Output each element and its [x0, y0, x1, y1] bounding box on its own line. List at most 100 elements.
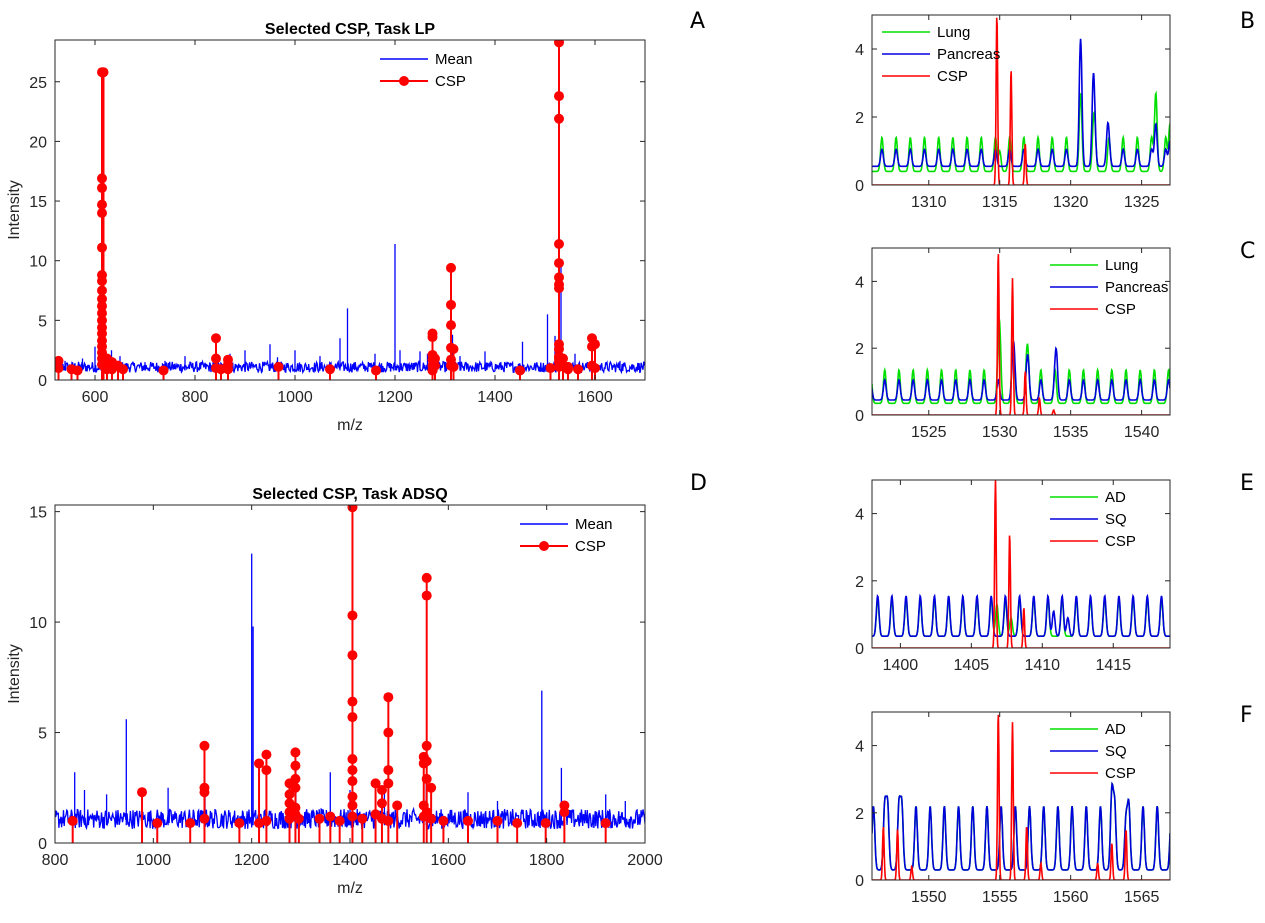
- y-tick-label: 10: [29, 615, 47, 632]
- csp-marker: [97, 207, 107, 218]
- y-tick-label: 15: [29, 194, 47, 211]
- csp-marker: [347, 791, 358, 802]
- csp-marker: [554, 91, 564, 102]
- csp-marker: [314, 813, 325, 824]
- legend: AD SQ CSP: [1050, 721, 1136, 782]
- csp-marker: [325, 811, 336, 822]
- legend-label: SQ: [1105, 743, 1127, 760]
- csp-marker: [347, 776, 358, 787]
- plot-content: [55, 40, 645, 380]
- csp-marker: [234, 818, 245, 829]
- csp-marker: [347, 505, 358, 513]
- legend-label: CSP: [1105, 301, 1136, 318]
- csp-marker: [590, 339, 600, 350]
- x-tick-label: 1535: [1053, 424, 1089, 441]
- y-tick-label: 2: [855, 341, 864, 358]
- x-tick-label: 1565: [1124, 889, 1160, 906]
- series-line-pancreas: [872, 38, 1170, 168]
- csp-marker: [261, 749, 272, 760]
- csp-marker: [430, 360, 440, 371]
- csp-marker: [334, 815, 345, 826]
- series-line-sq: [872, 593, 1170, 637]
- csp-marker: [540, 818, 551, 829]
- x-tick-label: 1540: [1124, 424, 1160, 441]
- csp-marker: [446, 262, 456, 273]
- y-tick-label: 5: [38, 726, 47, 743]
- x-tick-label: 1310: [911, 194, 947, 211]
- y-tick-label: 4: [855, 42, 864, 59]
- csp-marker: [137, 787, 148, 798]
- x-axis-label: m/z: [337, 880, 363, 897]
- csp-marker: [347, 754, 358, 765]
- csp-marker: [254, 758, 265, 769]
- legend: Mean CSP: [520, 516, 613, 555]
- csp-marker: [554, 343, 564, 354]
- legend-label: AD: [1105, 489, 1126, 506]
- y-tick-label: 15: [29, 505, 47, 522]
- x-tick-label: 1555: [982, 889, 1018, 906]
- csp-marker: [67, 815, 78, 826]
- y-axis-label: Intensity: [6, 180, 23, 240]
- legend-label: Pancreas: [937, 46, 1000, 63]
- chart-panel-d: 800 1000 1200 1400 1600 1800 2000 0 5 10 15 Selecte…: [6, 471, 707, 897]
- chart-title: Selected CSP, Task LP: [265, 21, 435, 38]
- csp-marker: [216, 364, 226, 375]
- csp-marker: [370, 778, 381, 789]
- csp-marker: [463, 815, 473, 826]
- csp-marker: [290, 760, 301, 771]
- plot-area: [872, 712, 1170, 880]
- csp-marker: [211, 353, 221, 364]
- axes-frame: [54, 39, 646, 381]
- x-tick-label: 1525: [911, 424, 947, 441]
- x-tick-label: 1000: [136, 852, 172, 869]
- plot-content: [872, 253, 1170, 415]
- legend-label: Mean: [575, 516, 613, 533]
- csp-marker: [357, 813, 368, 824]
- x-tick-label: 800: [182, 389, 209, 406]
- csp-marker: [284, 789, 295, 800]
- legend: Lung Pancreas CSP: [882, 24, 1000, 85]
- legend-marker: [539, 541, 549, 551]
- csp-marker: [426, 813, 437, 824]
- series-line-lung: [872, 318, 1170, 405]
- legend-label: CSP: [937, 68, 968, 85]
- x-tick-label: 1325: [1124, 194, 1160, 211]
- csp-marker: [383, 765, 394, 776]
- legend-label: SQ: [1105, 511, 1127, 528]
- csp-marker: [554, 283, 564, 294]
- legend: Mean CSP: [380, 51, 473, 90]
- legend-label: CSP: [1105, 765, 1136, 782]
- y-tick-label: 25: [29, 75, 47, 92]
- csp-marker: [97, 182, 107, 193]
- axes-frame: [871, 247, 1171, 416]
- csp-marker: [376, 784, 387, 795]
- series-line-lung: [872, 90, 1170, 173]
- x-tick-label: 800: [42, 852, 69, 869]
- csp-marker: [347, 610, 358, 621]
- plot-area: [872, 15, 1170, 185]
- csp-marker: [545, 363, 556, 374]
- chart-panel-b: 1310 1315 1320 1325 0 2 4 B Lung Pancreas CSP: [855, 9, 1255, 211]
- csp-marker: [347, 765, 358, 776]
- csp-marker: [438, 815, 449, 826]
- csp-marker: [427, 332, 438, 343]
- csp-marker: [515, 365, 525, 376]
- x-tick-label: 1000: [277, 389, 313, 406]
- csp-marker: [430, 353, 440, 364]
- csp-marker: [512, 818, 523, 829]
- panel-letter: E: [1240, 471, 1254, 496]
- csp-marker: [347, 696, 358, 707]
- x-tick-label: 1600: [431, 852, 467, 869]
- x-tick-label: 1400: [883, 657, 919, 674]
- x-tick-label: 1400: [477, 389, 513, 406]
- csp-marker: [383, 778, 394, 789]
- csp-marker: [290, 773, 301, 784]
- csp-marker: [554, 272, 564, 283]
- panel-letter: D: [690, 471, 707, 496]
- csp-marker: [118, 364, 128, 375]
- panel-letter: F: [1240, 703, 1253, 728]
- csp-marker: [325, 364, 335, 375]
- csp-marker: [554, 258, 564, 269]
- chart-title: Selected CSP, Task ADSQ: [252, 486, 447, 503]
- csp-marker: [199, 813, 210, 824]
